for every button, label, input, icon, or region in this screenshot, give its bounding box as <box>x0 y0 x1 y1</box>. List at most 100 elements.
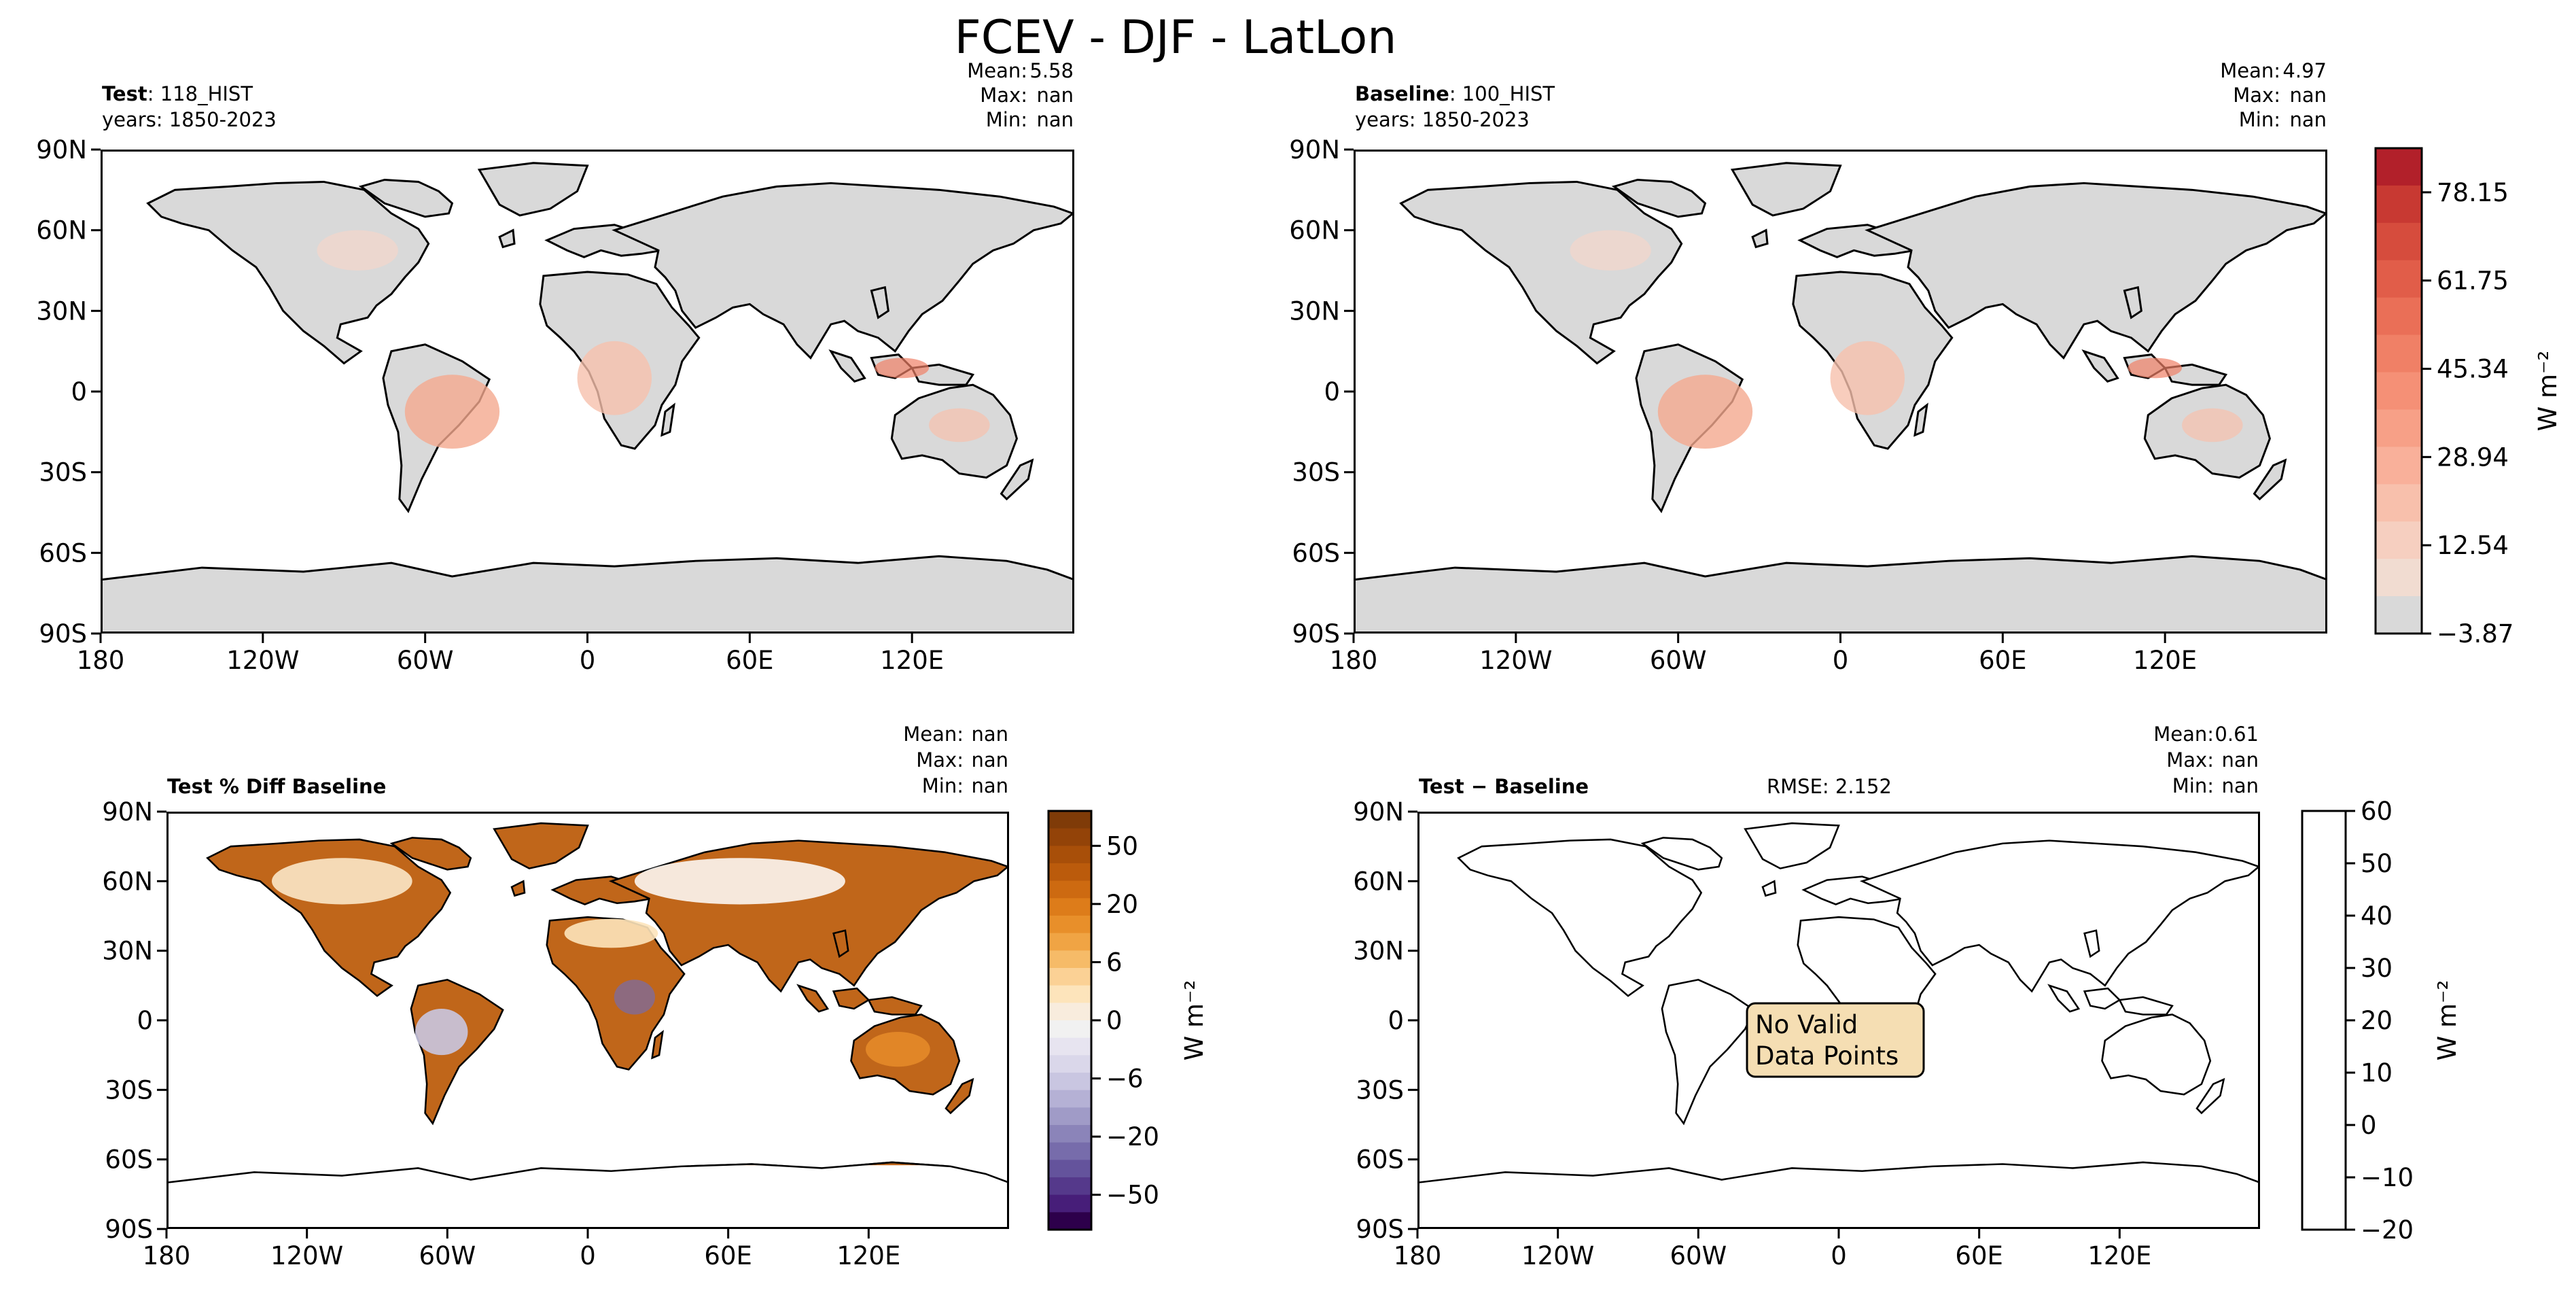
lon-tick-label: 120E <box>2087 1241 2151 1270</box>
panel-pct-diff-stats: Mean: nan Max: nan Min: nan <box>903 723 1008 797</box>
panel-baseline-stats: Mean: 4.97 Max: nan Min: nan <box>2220 59 2327 131</box>
lat-tick-label: 30N <box>36 296 87 326</box>
lat-tick-label: 30S <box>1292 458 1340 487</box>
colorbar-swatch <box>1048 1003 1091 1021</box>
pct-colorbar-ticks: 50 20 6 0 −6 −20 −50 <box>1091 831 1159 1210</box>
panel-baseline-map <box>1354 150 2327 634</box>
colorbar-swatch <box>1048 1090 1091 1108</box>
colorbar-tick-label: 6 <box>1106 948 1123 977</box>
colorbar-tick-label: 0 <box>1106 1006 1123 1035</box>
colorbar-swatch <box>1048 933 1091 951</box>
lon-tick-label: 60E <box>1955 1241 2002 1270</box>
lon-tick-label: 120E <box>2133 646 2197 675</box>
no-data-line1: No Valid <box>1755 1010 1858 1039</box>
panel-baseline-title-bold: Baseline <box>1355 82 1449 105</box>
lat-tick-label: 30N <box>102 937 153 966</box>
colorbar-swatch <box>2376 447 2422 485</box>
colorbar-swatch <box>2376 484 2422 522</box>
panel-test-title-bold: Test <box>102 82 147 105</box>
stat-mean-label: Mean: <box>967 59 1027 82</box>
stat-mean-label: Mean: <box>903 723 964 746</box>
lat-tick-label: 30S <box>105 1075 153 1105</box>
colorbar-swatch <box>2376 148 2422 186</box>
lon-tick-label: 120W <box>1521 1241 1594 1270</box>
pct-colorbar: 50 20 6 0 −6 −20 −50 W m⁻² <box>1047 810 1209 1231</box>
stat-max-value: nan <box>971 748 1008 772</box>
lon-tick-label: 180 <box>1330 646 1378 675</box>
lat-tick-label: 90N <box>1353 797 1404 827</box>
colorbar-tick-label: −10 <box>2361 1163 2414 1192</box>
colorbar-swatch <box>1048 1107 1091 1126</box>
colorbar-swatch <box>2376 596 2422 634</box>
lon-tick-label: 120W <box>270 1241 343 1270</box>
lon-tick-label: 120E <box>836 1241 900 1270</box>
main-colorbar-ticks: 78.15 61.75 45.34 28.94 12.54 −3.87 <box>2422 178 2513 648</box>
colorbar-tick-label: −6 <box>1106 1064 1144 1094</box>
stat-max-label: Max: <box>2166 748 2214 772</box>
diff-colorbar-label: W m⁻² <box>2433 980 2462 1061</box>
colorbar-swatch <box>1048 828 1091 846</box>
colorbar-swatch <box>1048 1125 1091 1143</box>
colorbar-swatch <box>1048 863 1091 882</box>
stat-mean-value: 4.97 <box>2282 59 2327 82</box>
colorbar-swatch <box>2376 521 2422 559</box>
panel-diff-title: Test − Baseline <box>1419 775 1589 798</box>
colorbar-swatch <box>2376 297 2422 336</box>
colorbar-swatch <box>1048 811 1091 829</box>
lat-tick-label: 60S <box>105 1145 153 1175</box>
lat-tick-label: 30S <box>39 458 87 487</box>
stat-mean-value: nan <box>971 723 1008 746</box>
colorbar-swatch <box>1048 1055 1091 1073</box>
panel-baseline-lat-ticks: 90N 60N 30N 0 30S 60S 90S <box>1289 135 1354 648</box>
stat-mean-label: Mean: <box>2220 59 2280 82</box>
panel-test-years: years: 1850-2023 <box>102 108 277 131</box>
panel-test-title: Test: 118_HIST <box>102 82 253 105</box>
colorbar-swatch <box>1048 1073 1091 1091</box>
lat-tick-label: 90S <box>105 1215 153 1244</box>
panel-pct-diff: Test % Diff Baseline Mean: nan Max: nan … <box>102 723 1009 1270</box>
colorbar-tick-label: −3.87 <box>2437 619 2513 648</box>
colorbar-swatch <box>1048 916 1091 934</box>
panel-test: Test: 118_HIST years: 1850-2023 Mean: 5.… <box>36 59 1074 675</box>
lon-tick-label: 60W <box>419 1241 476 1270</box>
main-colorbar-label: W m⁻² <box>2533 351 2562 432</box>
pct-colorbar-label: W m⁻² <box>1180 980 1209 1061</box>
colorbar-tick-label: 10 <box>2361 1058 2393 1088</box>
lat-tick-label: 30N <box>1289 296 1340 326</box>
stat-min-value: nan <box>2289 108 2327 131</box>
colorbar-tick-label: −20 <box>2361 1215 2414 1245</box>
colorbar-swatch <box>1048 1142 1091 1160</box>
lon-tick-label: 60W <box>397 646 454 675</box>
stat-mean-value: 0.61 <box>2215 723 2259 746</box>
lat-tick-label: 60N <box>1353 867 1404 896</box>
colorbar-tick-label: 40 <box>2361 901 2393 931</box>
lat-tick-label: 90N <box>36 135 87 164</box>
colorbar-swatch <box>1048 1037 1091 1056</box>
colorbar-tick-label: 60 <box>2361 797 2393 826</box>
stat-max-label: Max: <box>916 748 964 772</box>
colorbar-swatch <box>1048 968 1091 986</box>
lat-tick-label: 60N <box>102 867 153 896</box>
colorbar-tick-label: 12.54 <box>2437 531 2509 560</box>
no-data-line2: Data Points <box>1755 1041 1899 1071</box>
lon-tick-label: 0 <box>580 646 596 675</box>
colorbar-swatch <box>1048 846 1091 864</box>
lon-tick-label: 60W <box>1670 1241 1727 1270</box>
panel-pct-diff-title: Test % Diff Baseline <box>167 775 386 798</box>
colorbar-swatch <box>2376 559 2422 597</box>
colorbar-swatch <box>1048 1194 1091 1213</box>
panel-diff: Test − Baseline RMSE: 2.152 Mean: 0.61 M… <box>1353 723 2260 1270</box>
stat-min-label: Min: <box>2239 108 2280 131</box>
lon-tick-label: 120E <box>880 646 944 675</box>
stat-max-value: nan <box>1036 84 1074 107</box>
colorbar-tick-label: 20 <box>1106 890 1138 919</box>
panel-baseline-title-rest: : 100_HIST <box>1449 82 1555 105</box>
panel-diff-rmse: RMSE: 2.152 <box>1767 775 1892 798</box>
colorbar-swatch <box>2376 222 2422 261</box>
colorbar-swatch <box>1048 898 1091 916</box>
stat-min-label: Min: <box>922 774 964 797</box>
panel-pct-diff-map <box>166 812 1009 1229</box>
colorbar-tick-label: 28.94 <box>2437 443 2509 472</box>
panel-test-stats: Mean: 5.58 Max: nan Min: nan <box>967 59 1074 131</box>
stat-mean-value: 5.58 <box>1029 59 1074 82</box>
